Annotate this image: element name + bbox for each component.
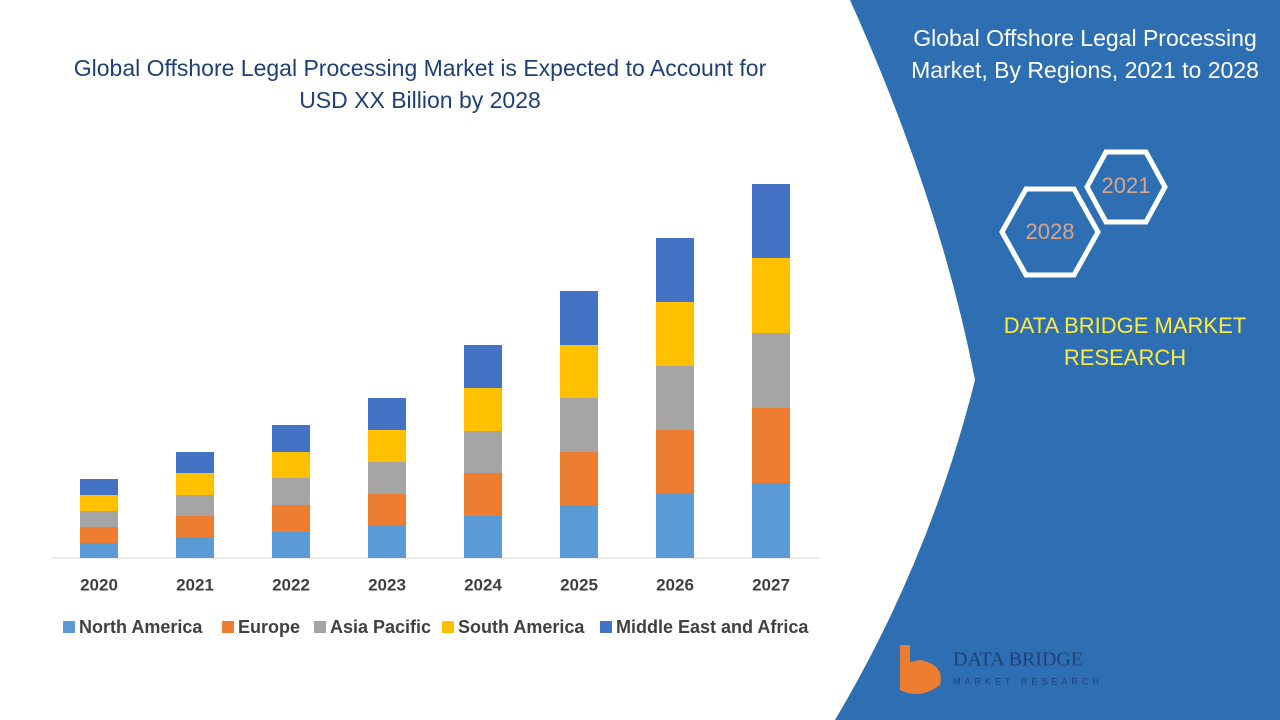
side-title: Global Offshore Legal Processing Market,… — [911, 25, 1259, 83]
hex-year: 2021 — [1102, 173, 1151, 198]
logo-tagline: MARKET RESEARCH — [953, 676, 1103, 686]
bar-segment — [176, 473, 214, 495]
bar-segment — [464, 431, 502, 473]
logo-mark — [900, 645, 941, 694]
bar-segment — [560, 345, 598, 398]
x-tick-label: 2023 — [368, 575, 406, 594]
x-tick-label: 2024 — [464, 575, 502, 594]
bar-segment — [656, 494, 694, 558]
bar-segment — [752, 483, 790, 558]
legend-label: Middle East and Africa — [616, 617, 809, 637]
bar-segment — [656, 366, 694, 430]
bar-segment — [80, 527, 118, 543]
bar-segment — [368, 430, 406, 462]
bar-segment — [80, 479, 118, 495]
bar-segment — [560, 398, 598, 452]
legend-label: South America — [458, 617, 585, 637]
bar-segment — [272, 452, 310, 478]
bar-segment — [272, 478, 310, 505]
bar-segment — [80, 543, 118, 558]
legend-label: North America — [79, 617, 203, 637]
bar-segment — [176, 516, 214, 537]
hexagon — [999, 186, 1101, 278]
brand: DATA BRIDGE MARKET RESEARCH — [1003, 313, 1247, 370]
bar-segment — [560, 505, 598, 558]
bar-segment — [176, 452, 214, 473]
x-tick-label: 2027 — [752, 575, 790, 594]
bar-segment — [656, 430, 694, 494]
bar-segment — [656, 238, 694, 302]
legend-label: Asia Pacific — [330, 617, 431, 637]
logo-name: DATA BRIDGE — [953, 649, 1083, 671]
bar-segment — [368, 398, 406, 430]
x-tick-label: 2021 — [176, 575, 214, 594]
bar-segment — [752, 258, 790, 333]
x-tick-label: 2020 — [80, 575, 118, 594]
x-tick-label: 2026 — [656, 575, 694, 594]
bar-segment — [272, 505, 310, 532]
bar-segment — [272, 425, 310, 452]
bar-segment — [368, 494, 406, 526]
legend-swatch — [63, 621, 75, 633]
side-background — [835, 0, 1280, 720]
legend-swatch — [222, 621, 234, 633]
hex-year: 2028 — [1026, 219, 1075, 244]
bar-segment — [80, 511, 118, 527]
x-tick-label: 2025 — [560, 575, 598, 594]
bar-segment — [464, 345, 502, 388]
bar-segment — [272, 532, 310, 558]
bar-segment — [464, 516, 502, 558]
hexagon — [1084, 149, 1168, 225]
bar-segment — [368, 526, 406, 558]
bar-segment — [176, 495, 214, 516]
bar-segment — [752, 408, 790, 483]
bar-segment — [656, 302, 694, 366]
x-tick-label: 2022 — [272, 575, 310, 594]
legend-swatch — [442, 621, 454, 633]
bar-segment — [752, 333, 790, 408]
bar-segment — [464, 473, 502, 516]
bar-segment — [560, 291, 598, 345]
bar-segment — [176, 537, 214, 558]
bar-segment — [752, 184, 790, 258]
chart-title: Global Offshore Legal Processing Market … — [73, 55, 767, 113]
legend-swatch — [314, 621, 326, 633]
bar-segment — [368, 462, 406, 494]
legend-swatch — [600, 621, 612, 633]
bar-segment — [464, 388, 502, 431]
bar-segment — [80, 495, 118, 511]
legend-label: Europe — [238, 617, 300, 637]
bar-segment — [560, 452, 598, 505]
